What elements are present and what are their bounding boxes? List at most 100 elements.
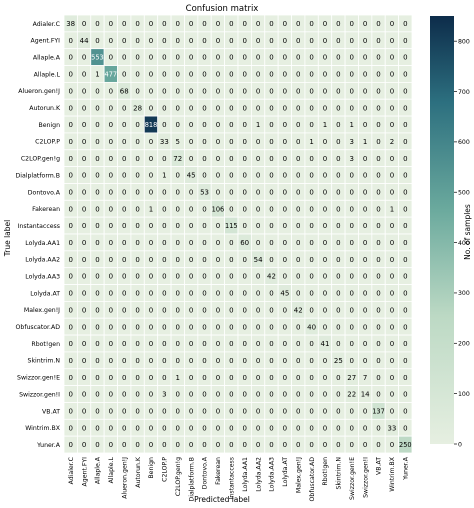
cell-value-label: 0 [109,323,113,331]
cell-value-label: 0 [176,205,180,213]
column-tick-label: Dialplatform.B [188,457,195,502]
cell-value-label: 0 [336,155,340,163]
colorbar [430,16,454,444]
cell-value-label: 0 [269,20,273,28]
cell-value-label: 0 [149,340,153,348]
row-tick-label: Lolyda.AA2 [25,257,60,264]
cell-value-label: 0 [229,121,233,129]
cell-value-label: 0 [216,172,220,180]
column-tick-label: Adialer.C [68,457,75,484]
cell-value-label: 0 [176,340,180,348]
cell-value-label: 0 [202,424,206,432]
cell-value-label: 0 [242,87,246,95]
cell-value-label: 1 [176,374,180,382]
cell-value-label: 28 [133,104,142,112]
cell-value-label: 0 [122,104,126,112]
column-tick-label: Obfuscator.AD [309,457,316,502]
colorbar-tick-label: 0 [458,441,462,448]
cell-value-label: 0 [135,340,139,348]
cell-value-label: 0 [403,188,407,196]
cell-value-label: 0 [242,340,246,348]
cell-value-label: 44 [80,37,89,45]
row-tick-label: Allaple.L [34,71,61,78]
cell-value-label: 0 [109,20,113,28]
cell-value-label: 0 [149,306,153,314]
cell-value-label: 0 [202,256,206,264]
cell-value-label: 0 [363,407,367,415]
cell-value-label: 0 [122,54,126,62]
cell-value-label: 0 [68,407,72,415]
cell-value-label: 0 [296,441,300,449]
column-tick-label: Allaple.L [108,456,115,483]
cell-value-label: 0 [242,155,246,163]
cell-value-label: 0 [390,290,394,298]
cell-value-label: 0 [135,172,139,180]
cell-value-label: 0 [256,205,260,213]
colorbar-tick-label: 400 [458,240,470,247]
cell-value-label: 0 [309,290,313,298]
cell-value-label: 0 [82,87,86,95]
column-tick-label: VB.AT [376,457,383,475]
chart-title: Confusion matrix [186,4,259,14]
row-tick-label: Swizzor.gen!E [17,375,60,382]
cell-value-label: 0 [256,104,260,112]
cell-value-label: 0 [68,374,72,382]
cell-value-label: 0 [390,20,394,28]
cell-value-label: 0 [309,20,313,28]
cell-value-label: 0 [109,155,113,163]
cell-value-label: 0 [95,306,99,314]
column-tick-label: Lolyda.AA3 [269,457,276,492]
cell-value-label: 0 [95,205,99,213]
cell-value-label: 0 [162,37,166,45]
cell-value-label: 0 [390,407,394,415]
cell-value-label: 0 [269,306,273,314]
cell-value-label: 0 [109,290,113,298]
cell-value-label: 0 [176,407,180,415]
cell-value-label: 0 [283,71,287,79]
cell-value-label: 0 [202,374,206,382]
row-tick-label: Lolyda.AT [30,290,60,297]
cell-value-label: 0 [323,205,327,213]
cell-value-label: 0 [296,239,300,247]
cell-value-label: 0 [242,71,246,79]
cell-value-label: 0 [390,188,394,196]
cell-value-label: 0 [256,407,260,415]
cell-value-label: 0 [283,391,287,399]
cell-value-label: 0 [336,188,340,196]
cell-value-label: 0 [323,222,327,230]
cell-value-label: 0 [336,71,340,79]
cell-value-label: 0 [135,323,139,331]
cell-value-label: 0 [309,71,313,79]
cell-value-label: 0 [122,323,126,331]
cell-value-label: 0 [82,323,86,331]
cell-value-label: 0 [202,357,206,365]
cell-value-label: 0 [229,71,233,79]
cell-value-label: 0 [202,306,206,314]
cell-value-label: 0 [216,239,220,247]
row-tick-label: Malex.gen!J [24,307,60,314]
cell-value-label: 115 [225,222,238,230]
cell-value-label: 0 [95,323,99,331]
cell-value-label: 0 [189,239,193,247]
cell-value-label: 0 [216,273,220,281]
cell-value-label: 0 [135,205,139,213]
cell-value-label: 0 [269,222,273,230]
cell-value-label: 0 [189,391,193,399]
cell-value-label: 0 [323,441,327,449]
cell-value-label: 0 [162,121,166,129]
cell-value-label: 0 [242,357,246,365]
cell-value-label: 0 [95,374,99,382]
cell-value-label: 0 [149,20,153,28]
row-tick-label: C2LOP.gen!g [21,156,60,163]
cell-value-label: 0 [135,20,139,28]
cell-value-label: 0 [350,172,354,180]
cell-value-label: 0 [229,54,233,62]
cell-value-label: 0 [109,256,113,264]
cell-value-label: 0 [242,256,246,264]
cell-value-label: 0 [216,121,220,129]
cell-value-label: 40 [307,323,316,331]
cell-value-label: 0 [68,54,72,62]
column-tick-label: C2LOP.P [162,457,169,482]
cell-value-label: 0 [363,20,367,28]
cell-value-label: 0 [256,138,260,146]
